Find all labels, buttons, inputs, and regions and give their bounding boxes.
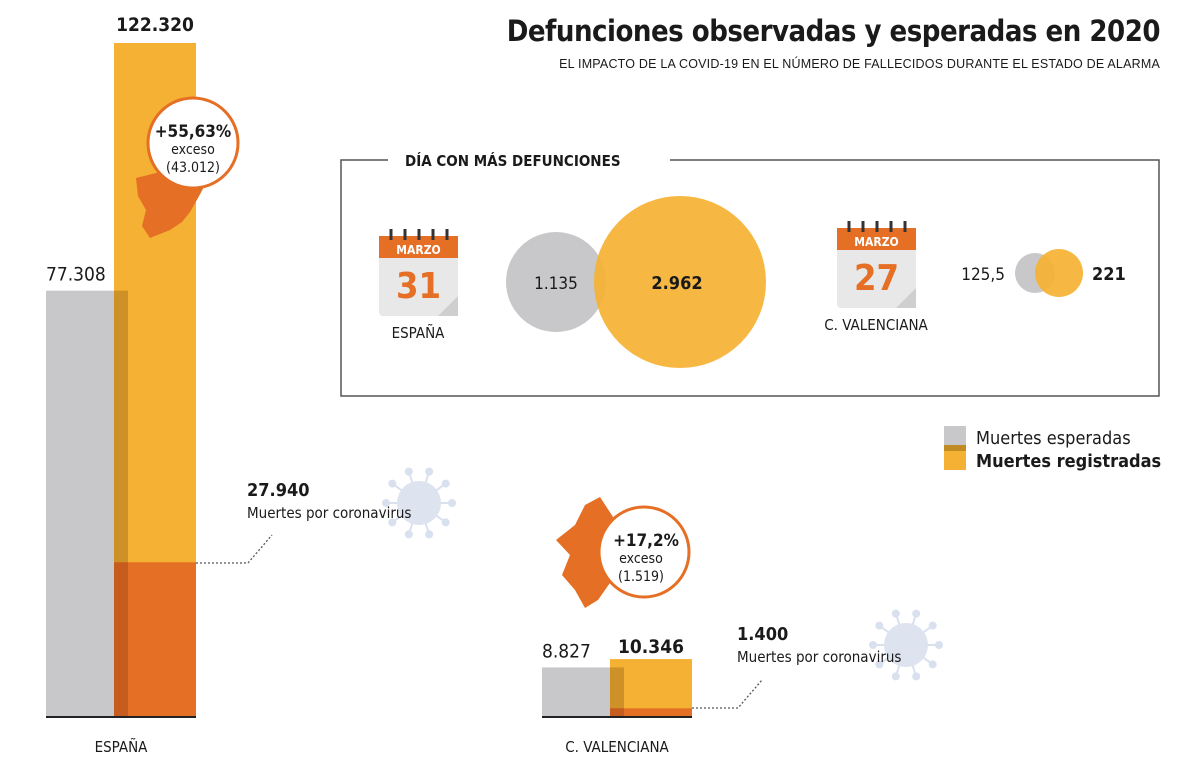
venn-expected-label: 125,5 [961, 265, 1005, 285]
venn-registered [1035, 249, 1083, 297]
virus-spike-tip [912, 672, 921, 681]
legend-swatch-expected [944, 426, 966, 448]
calendar-day: 27 [854, 258, 899, 299]
excess-percent: +55,63% [155, 122, 232, 142]
virus-spike-tip [928, 621, 937, 630]
legend-item-registered: Muertes registradas [976, 451, 1161, 472]
virus-spike-tip [875, 660, 884, 669]
registered-value-label: 10.346 [618, 636, 684, 658]
peak-region-label: ESPAÑA [392, 323, 446, 342]
virus-spike-tip [912, 609, 921, 618]
virus-body [884, 623, 928, 667]
virus-spike-tip [382, 499, 390, 507]
excess-count: (43.012) [166, 160, 220, 176]
covid-caption: Muertes por coronavirus [247, 504, 411, 522]
calendar-icon [837, 221, 916, 308]
category-label: C. VALENCIANA [565, 738, 669, 756]
excess-word: exceso [619, 551, 663, 567]
virus-spike-tip [388, 479, 397, 488]
peak-region-label: C. VALENCIANA [824, 316, 928, 334]
venn-expected [506, 232, 606, 332]
virus-spike-tip [891, 672, 900, 681]
peak-day-heading: DÍA CON MÁS DEFUNCIONES [405, 151, 621, 170]
calendar-month: MARZO [854, 235, 898, 249]
virus-spike-tip [404, 530, 413, 539]
excess-badge [146, 96, 240, 190]
excess-word: exceso [171, 142, 215, 158]
venn-registered-label: 2.962 [651, 273, 702, 294]
calendar-day: 31 [396, 266, 441, 307]
expected-value-label: 8.827 [542, 640, 591, 662]
virus-spike-tip [875, 621, 884, 630]
virus-spike-tip [425, 467, 434, 476]
covid-value-label: 27.940 [247, 480, 310, 501]
peak-day-box [340, 159, 1160, 397]
bar-covid [610, 708, 692, 716]
excess-percent: +17,2% [613, 531, 679, 551]
virus-spike-tip [404, 467, 413, 476]
expected-value-label: 77.308 [46, 264, 106, 286]
virus-spike-tip [425, 530, 434, 539]
virus-body [397, 481, 441, 525]
virus-spike-tip [388, 518, 397, 527]
virus-spike-tip [441, 479, 450, 488]
virus-spike-tip [891, 609, 900, 618]
calendar-curl [438, 296, 458, 316]
venn-registered [594, 196, 766, 368]
legend-swatch-overlap [944, 445, 966, 451]
virus-spike-tip [441, 518, 450, 527]
virus-spike-tip [935, 641, 943, 649]
virus-spike-tip [448, 499, 456, 507]
covid-value-label: 1.400 [737, 624, 788, 645]
legend-item-expected: Muertes esperadas [976, 428, 1131, 449]
leader-line [692, 679, 763, 709]
virus-icon [382, 467, 456, 539]
virus-spike-tip [869, 641, 877, 649]
venn-registered-label: 221 [1092, 264, 1126, 285]
registered-value-label: 122.320 [116, 14, 194, 36]
calendar-month: MARZO [396, 243, 440, 257]
category-label: ESPAÑA [95, 737, 149, 756]
calendar-header [837, 228, 916, 250]
calendar-icon [379, 229, 458, 316]
venn-expected-label: 1.135 [534, 274, 578, 294]
covid-caption: Muertes por coronavirus [737, 648, 901, 666]
excess-count: (1.519) [618, 569, 664, 585]
virus-icon [869, 609, 943, 681]
chart-title: Defunciones observadas y esperadas en 20… [506, 14, 1161, 48]
calendar-header [379, 236, 458, 258]
legend-swatch-registered [944, 448, 966, 470]
bar-overlap [610, 667, 624, 716]
excess-badge [597, 505, 691, 599]
leader-line [196, 534, 273, 564]
chart-subtitle: EL IMPACTO DE LA COVID-19 EN EL NÚMERO D… [559, 57, 1160, 71]
virus-spike-tip [928, 660, 937, 669]
bar-registered [610, 659, 692, 716]
calendar-curl [896, 288, 916, 308]
bar-covid-overlap [610, 708, 624, 716]
bar-covid-overlap [114, 562, 128, 716]
